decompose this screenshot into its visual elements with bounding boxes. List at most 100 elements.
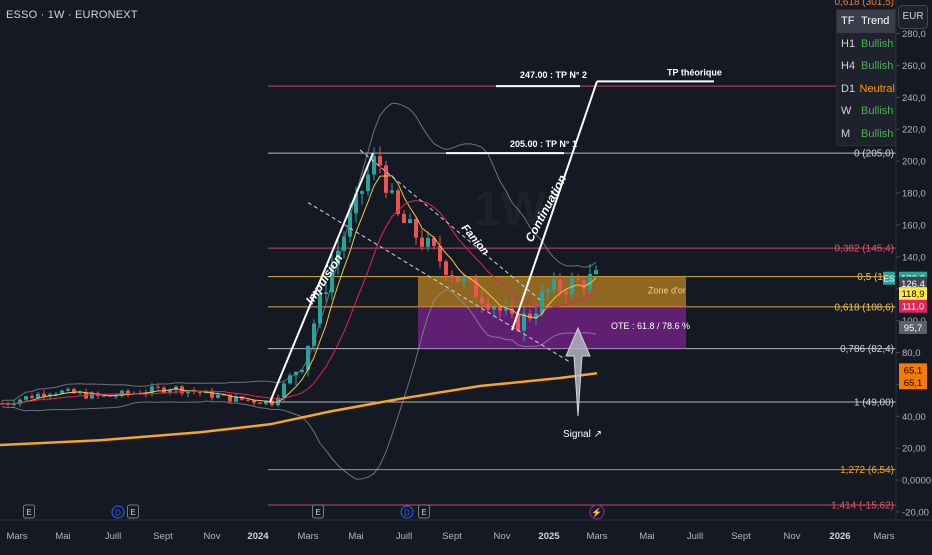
candle — [252, 400, 256, 403]
trend-row-tf: D1 — [841, 82, 856, 95]
candle — [420, 237, 424, 247]
candle — [558, 279, 562, 292]
price-badge-text: 65,1 — [904, 365, 923, 376]
earnings-marker-text: E — [130, 508, 135, 517]
impulse-line — [269, 152, 374, 403]
candle — [228, 394, 232, 402]
trend-row-tf: W — [841, 105, 852, 118]
candle — [36, 393, 40, 398]
price-tick-label: 160,0 — [902, 220, 926, 231]
time-tick-label: Sept — [153, 531, 173, 542]
candle — [462, 278, 466, 282]
dividend-marker-text: D — [115, 509, 121, 518]
candle — [540, 291, 544, 314]
candle — [414, 219, 418, 238]
candle — [528, 313, 532, 319]
candle — [18, 399, 22, 404]
candle — [114, 395, 118, 397]
fib-label: 1,414 (-15,62) — [831, 501, 894, 512]
zone-ote-label: OTE : 61.8 / 78.6 % — [611, 321, 690, 331]
candle — [318, 293, 322, 324]
symbol-tag-text: ES — [883, 274, 895, 284]
candle — [306, 345, 310, 370]
trend-row: M Bullish — [837, 123, 895, 146]
continuation-line — [511, 81, 598, 331]
dividend-marker-text: D — [404, 509, 410, 518]
earnings-marker-text: E — [421, 508, 426, 517]
candle — [588, 273, 592, 290]
candle — [354, 193, 358, 214]
price-badge — [899, 287, 927, 301]
candle — [312, 323, 316, 346]
candle — [522, 313, 526, 331]
time-tick-label: Nov — [494, 531, 511, 542]
dividend-marker — [111, 505, 125, 519]
ma-long — [0, 371, 598, 447]
event-marker: ⚡ — [589, 504, 605, 520]
trend-row-value: Bullish — [861, 37, 894, 50]
candle — [90, 392, 94, 399]
price-tick-label: 280,0 — [902, 29, 926, 40]
fib-label: 1,272 (6,54) — [840, 465, 894, 476]
price-tick-label: 240,0 — [902, 93, 926, 104]
price-badge-text: 95,7 — [904, 323, 923, 334]
time-tick-label: 2025 — [538, 531, 560, 542]
candle — [534, 313, 538, 319]
candle — [186, 391, 190, 394]
earnings-marker — [23, 504, 35, 519]
candle — [438, 245, 442, 262]
price-badge-text: 65,1 — [904, 378, 923, 389]
candle — [282, 383, 286, 398]
candle — [396, 190, 400, 214]
bollinger-upper — [1, 102, 597, 401]
zone-ote — [418, 306, 686, 349]
bollinger-lower — [1, 289, 597, 480]
trend-row: H4 Bullish — [837, 55, 895, 78]
dividend-marker — [400, 505, 414, 519]
time-tick-label: Mars — [586, 531, 607, 542]
candle — [504, 308, 508, 311]
candle — [12, 403, 16, 405]
candle — [564, 291, 568, 295]
time-tick-label: Mai — [348, 531, 363, 542]
event-marker: E — [127, 504, 139, 519]
trend-header-tf: TF — [841, 15, 855, 28]
price-axis-bg — [896, 0, 932, 520]
trend-row-value: Neutral — [859, 82, 895, 95]
signal-label: Signal ↗ — [563, 429, 602, 440]
candle — [210, 390, 214, 398]
time-tick-label: Nov — [204, 531, 221, 542]
trend-row: D1 Neutral — [837, 78, 895, 101]
candle — [360, 191, 364, 194]
time-tick-label: Mai — [55, 531, 70, 542]
flag-lower — [307, 202, 571, 363]
price-badge — [899, 320, 927, 334]
candle — [426, 237, 430, 247]
tp2-label: 247.00 : TP N° 2 — [520, 70, 587, 80]
price-tick-label: 200,0 — [902, 157, 926, 168]
trend-row-tf: M — [841, 127, 851, 140]
candle — [348, 213, 352, 237]
price-tick-label: 20,00 — [902, 444, 926, 455]
candle — [162, 387, 166, 393]
candle — [336, 250, 340, 265]
event-marker-circle — [589, 504, 605, 520]
trend-row: W Bullish — [837, 100, 895, 123]
currency-button[interactable]: EUR — [898, 5, 928, 29]
price-badge — [899, 299, 927, 313]
candle — [294, 371, 298, 376]
candle — [240, 396, 244, 400]
event-marker: E — [418, 504, 430, 519]
candle — [384, 165, 388, 193]
candle — [432, 237, 436, 246]
symbol-title: ESSO · 1W · EURONEXT — [6, 9, 138, 21]
time-tick-label: Mars — [6, 531, 27, 542]
event-marker-text: ⚡ — [591, 507, 602, 519]
candle — [54, 393, 58, 395]
time-axis-bg — [0, 520, 932, 550]
fib-label: 0,786 (82,4) — [840, 344, 894, 355]
trend-row-value: Bullish — [861, 60, 894, 73]
candle — [516, 313, 520, 331]
